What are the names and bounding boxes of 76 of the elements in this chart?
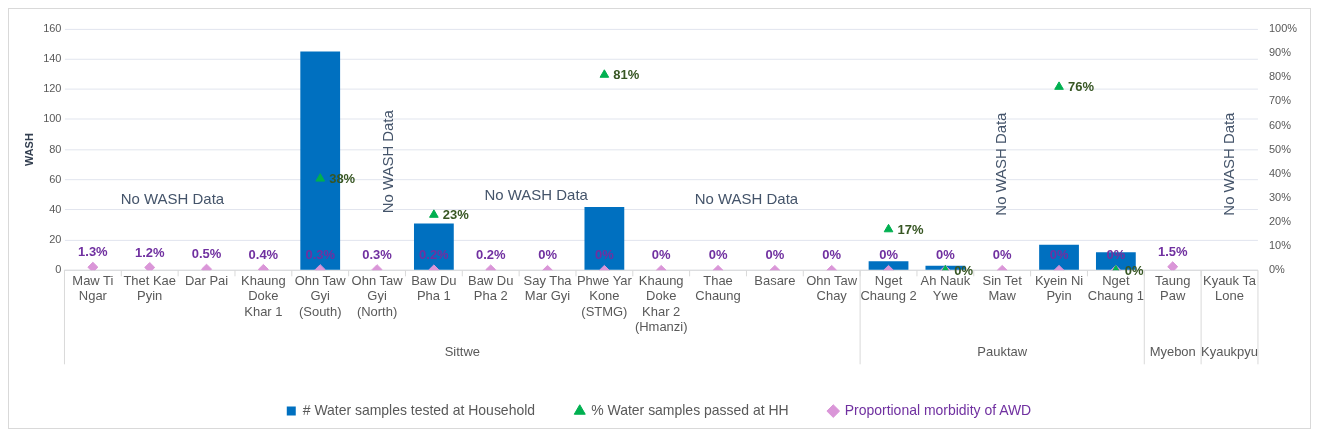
x-tick-label: Thae Chaung	[695, 272, 741, 304]
data-label: 0.2%	[419, 247, 450, 262]
x-tick-label: Maw Ti Ngar	[72, 272, 114, 304]
y-tick-label: 80	[49, 142, 62, 155]
y-axis-title: WASH	[22, 133, 35, 167]
data-label: 23%	[442, 207, 470, 223]
y-tick-label: 60	[49, 172, 62, 185]
text: Sittwe	[444, 343, 480, 359]
text: Myebon	[1149, 343, 1196, 359]
data-label: 0%	[992, 247, 1013, 263]
annotation: No WASH Data	[1219, 111, 1237, 216]
y2-tick-label: 20%	[1268, 215, 1292, 228]
data-label: 17%	[897, 221, 924, 237]
y-tick-label: 0	[55, 263, 62, 276]
y-tick-label: 40	[49, 203, 62, 215]
y2-tick-label: 90%	[1268, 46, 1292, 59]
y2-tick-label: 0%	[1268, 263, 1286, 276]
data-label: 0.5%	[191, 246, 222, 262]
y2-tick-label: 30%	[1268, 190, 1292, 203]
data-label: 0%	[822, 247, 842, 263]
x-tick-label: Baw Du Pha 2	[468, 272, 514, 304]
data-label: 0%	[936, 247, 956, 263]
data-label: 0.3%	[362, 246, 393, 262]
annotation: No WASH Data	[484, 185, 589, 203]
data-label: 1.2%	[134, 244, 165, 260]
y-tick-label: 20	[49, 233, 62, 246]
y2-tick-label: 100%	[1268, 21, 1298, 34]
data-label: 76%	[1068, 79, 1095, 95]
x-tick-label: Kyein Ni Pyin	[1034, 272, 1084, 304]
annotation: No WASH Data	[120, 190, 225, 208]
text: Kyaukpyu	[1201, 343, 1258, 359]
y2-tick-label: 70%	[1268, 94, 1292, 107]
data-label: 0%	[595, 247, 615, 263]
x-tick-label: Ohn Taw Gyi (North)	[351, 272, 404, 319]
data-label: 0.3%	[305, 246, 336, 262]
data-label: 81%	[613, 67, 640, 83]
data-label: 0%	[708, 247, 728, 263]
x-tick-label: Sin Tet Maw	[982, 272, 1023, 304]
x-tick-label: Dar Pai	[184, 272, 229, 288]
x-tick-label: Ohn Taw Chay	[806, 272, 858, 304]
data-label: 0%	[651, 247, 672, 263]
y2-tick-label: 80%	[1268, 70, 1292, 83]
y2-tick-label: 40%	[1268, 166, 1292, 179]
x-tick-label: Baw Du Pha 1	[411, 272, 457, 304]
x-tick-label: Kyauk Ta Lone	[1203, 272, 1257, 304]
x-tick-label: Say Tha Mar Gyi	[523, 272, 573, 304]
y-tick-label: 140	[43, 52, 62, 65]
y-tick-label: 120	[43, 82, 62, 95]
text: Pauktaw	[977, 343, 1028, 359]
x-tick-label: Ohn Taw Gyi (South)	[294, 272, 347, 319]
data-label: 0.2%	[475, 247, 506, 262]
x-tick-label: Nget Chaung 2	[860, 272, 917, 304]
y2-tick-label: 10%	[1268, 239, 1292, 252]
legend-label: Proportional morbidity of AWD	[844, 401, 1032, 418]
x-tick-label: Basare	[754, 272, 796, 288]
x-tick-label: Khaung Doke Khar 2 (Hmanzi)	[634, 272, 688, 335]
y2-tick-label: 60%	[1268, 118, 1292, 131]
legend-label: # Water samples tested at Household	[302, 401, 536, 418]
y-tick-label: 100	[43, 112, 62, 125]
data-label: 1.3%	[78, 244, 109, 260]
y2-tick-label: 50%	[1268, 142, 1292, 155]
x-tick-label: Thet Kae Pyin	[123, 272, 177, 304]
data-label: 1.5%	[1157, 243, 1188, 259]
x-tick-label: Taung Paw	[1155, 272, 1191, 304]
annotation: No WASH Data	[992, 111, 1010, 216]
y-tick-label: 160	[43, 21, 62, 34]
legend-label: % Water samples passed at HH	[591, 401, 789, 418]
data-label: 0%	[538, 247, 558, 263]
data-label: 0%	[765, 247, 785, 263]
annotation: No WASH Data	[378, 109, 396, 214]
annotation: No WASH Data	[694, 190, 799, 208]
data-label: 0%	[1049, 247, 1069, 263]
data-label: 0.4%	[248, 246, 279, 262]
data-label: 0%	[879, 247, 899, 263]
x-tick-label: Phwe Yar Kone (STMG)	[576, 272, 633, 319]
x-tick-label: Khaung Doke Khar 1	[241, 272, 286, 319]
